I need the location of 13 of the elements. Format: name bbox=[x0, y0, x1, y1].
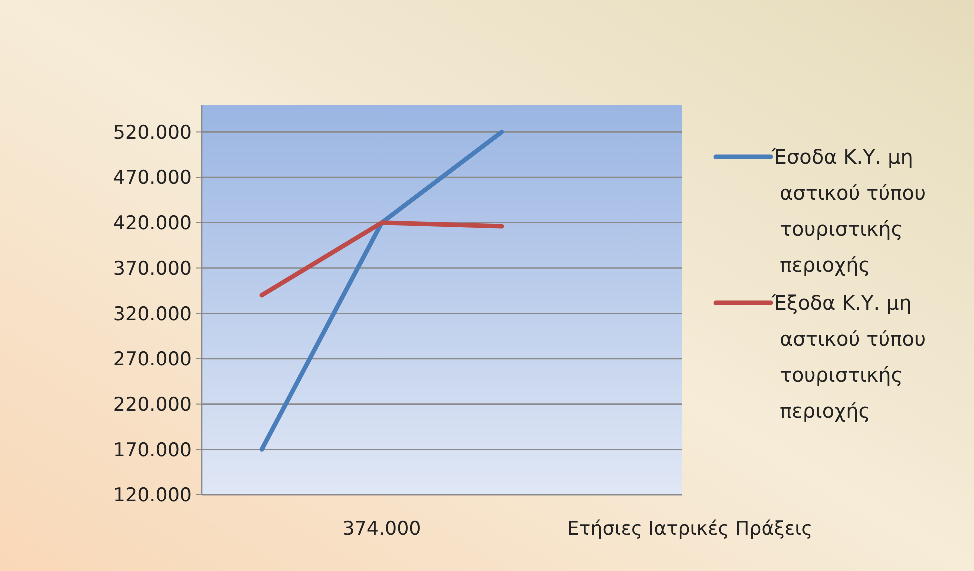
x-tick-label: 374.000 bbox=[342, 518, 422, 540]
legend-label: Έσοδα Κ.Υ. μη αστικού τύπου τουριστικής περιοχής bbox=[771, 145, 926, 277]
y-tick-label: 220.000 bbox=[113, 394, 192, 416]
y-tick-label: 120.000 bbox=[113, 484, 192, 507]
x-axis-title: Ετήσιες Ιατρικές Πράξεις bbox=[567, 518, 813, 540]
legend-label: Έξοδα Κ.Υ. μη αστικού τύπου τουριστικής περιοχής bbox=[771, 291, 926, 423]
y-tick-label: 470.000 bbox=[113, 167, 192, 190]
y-tick-label: 420.000 bbox=[113, 212, 192, 235]
y-tick-label: 320.000 bbox=[113, 303, 192, 326]
y-tick-label: 170.000 bbox=[113, 439, 192, 462]
y-tick-label: 270.000 bbox=[113, 348, 192, 371]
y-tick-label: 370.000 bbox=[113, 258, 192, 280]
y-tick-label: 520.000 bbox=[113, 122, 192, 144]
